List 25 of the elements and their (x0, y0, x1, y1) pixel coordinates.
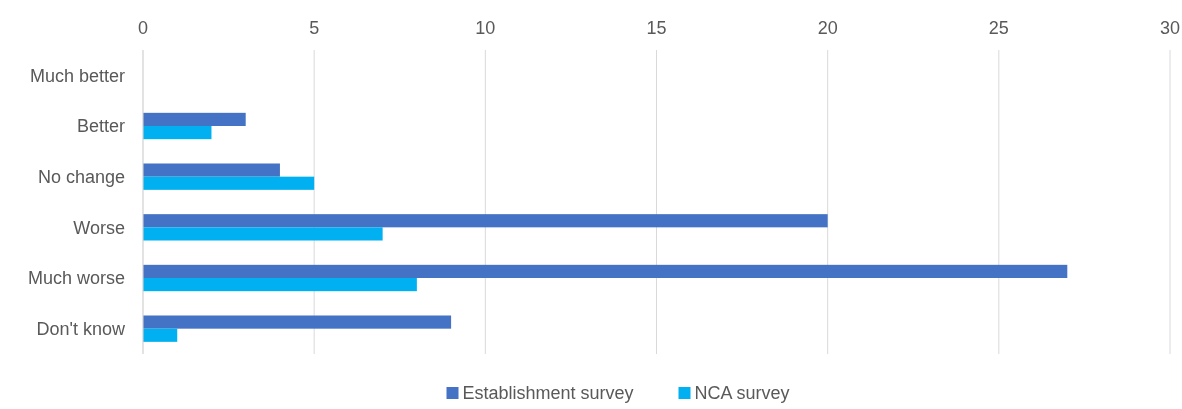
x-tick-label: 20 (817, 18, 838, 38)
x-tick-label: 25 (988, 18, 1009, 38)
bar (143, 163, 280, 177)
y-tick-label: Much better (29, 65, 125, 86)
bar (143, 214, 828, 228)
bar (143, 126, 212, 140)
y-tick-label: Worse (73, 217, 125, 238)
bar (143, 227, 383, 241)
x-tick-label: 15 (646, 18, 667, 38)
legend-label: Establishment survey (462, 383, 634, 403)
bar (143, 328, 178, 342)
y-tick-label: Don't know (36, 318, 126, 339)
bar (143, 176, 315, 190)
bar (143, 112, 246, 126)
bar (143, 278, 417, 292)
y-tick-label: Better (76, 116, 125, 137)
y-tick-label: No change (37, 166, 125, 187)
x-tick-label: 10 (475, 18, 496, 38)
bar (143, 315, 452, 329)
x-tick-label: 30 (1159, 18, 1181, 38)
x-tick-label: 5 (309, 18, 320, 38)
legend-label: NCA survey (694, 383, 790, 403)
bar (143, 264, 1068, 278)
y-tick-label: Much worse (27, 268, 125, 289)
x-tick-label: 0 (137, 18, 149, 38)
